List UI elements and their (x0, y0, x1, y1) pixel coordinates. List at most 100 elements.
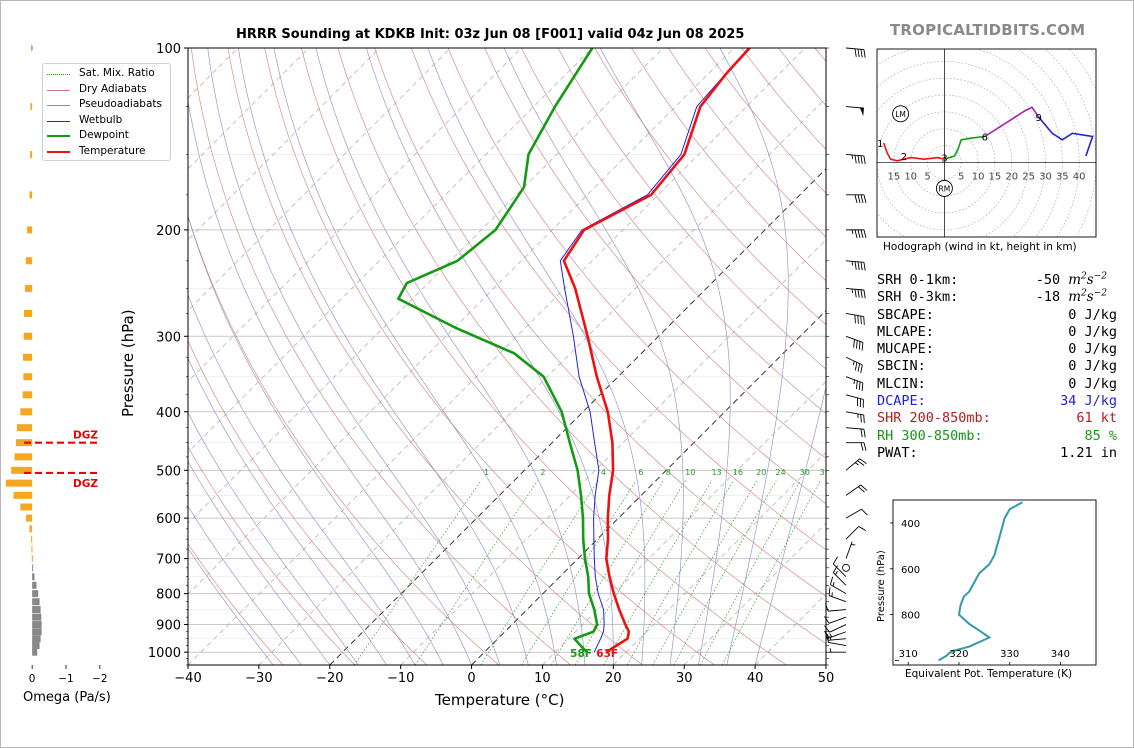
barb-full (858, 526, 867, 532)
wind-barb (845, 427, 866, 438)
mixing-ratio-line (574, 480, 686, 665)
omega-tick-label: −1 (58, 673, 73, 685)
legend-item-pseudoadiabats: Pseudoadiabats (47, 98, 169, 113)
hodograph-ring-label: 25 (1022, 171, 1035, 182)
isotherm-line (188, 48, 806, 665)
stat-value: 0 J/kg (1068, 375, 1117, 392)
x-tick-label: −40 (174, 671, 201, 686)
omega-bar (27, 226, 33, 234)
mixing-ratio-label: 30 (800, 468, 810, 477)
omega-bar (30, 150, 33, 158)
stat-value: 0 J/kg (1068, 323, 1117, 340)
ept-plot-area (938, 501, 1023, 662)
y-tick-label: 800 (156, 588, 181, 603)
wind-barb (845, 153, 866, 165)
y-tick-label: 200 (156, 224, 181, 239)
stat-label: MLCAPE: (877, 323, 934, 340)
hodograph-ring-label: 5 (924, 171, 930, 182)
stat-value: 0 J/kg (1068, 341, 1117, 358)
stat-row: MLCIN: 0 J/kg (877, 376, 1117, 393)
stat-value: -50 m2s−2 (1035, 271, 1107, 288)
stat-row: MUCAPE: 0 J/kg (877, 341, 1117, 358)
omega-bar (32, 642, 40, 650)
mixing-ratio-line (699, 480, 801, 665)
omega-bar (22, 391, 33, 399)
barb-full (857, 48, 860, 58)
barb-full (860, 262, 863, 271)
mixing-ratio-label: 16 (733, 468, 743, 477)
calm-wind-circle (842, 563, 850, 572)
x-tick-label: 30 (676, 671, 693, 686)
barb-full (857, 229, 861, 238)
barb-full (857, 363, 861, 372)
pseudoadiabat-line (719, 48, 789, 665)
omega-bar (25, 284, 33, 292)
barb-full (854, 314, 856, 324)
hodograph-ring-label: 30 (1039, 171, 1052, 182)
barb-full (863, 429, 866, 438)
omega-bar (24, 309, 33, 317)
barb-full (857, 155, 860, 164)
dry-adiabat-line (447, 48, 826, 505)
dry-adiabat-line (188, 543, 284, 665)
wind-barb (845, 484, 868, 496)
barb-full (860, 442, 864, 451)
omega-bar (32, 590, 39, 598)
wind-barb (845, 508, 868, 519)
hodograph-ring-label: 15 (989, 171, 1002, 182)
y-tick-label: 400 (156, 406, 181, 421)
skewt-background-lines: 1 2 4 6 8 10 13 16 20 24 30 36 (188, 48, 826, 665)
storm-motion-label: RM (939, 184, 951, 193)
pseudoadiabat-line (188, 460, 331, 665)
isotherm-line (188, 48, 664, 524)
omega-bar (32, 598, 40, 606)
wind-barb (842, 563, 850, 572)
wind-barb (845, 47, 866, 58)
omega-bar (31, 44, 33, 52)
isotherm-line (542, 380, 826, 665)
pseudoadiabat-line (188, 99, 472, 665)
barb-full (857, 194, 861, 203)
barb-half (829, 648, 832, 653)
pseudoadiabat-line (366, 48, 614, 665)
y-tick-label: 900 (156, 619, 181, 634)
hodograph-ring-label: 10 (904, 171, 917, 182)
stat-value: 0 J/kg (1068, 306, 1117, 323)
omega-bar (32, 613, 42, 621)
y-tick-label: 300 (156, 330, 181, 345)
omega-bar (13, 491, 33, 499)
wind-barbs (824, 47, 868, 653)
temperature-profile-line (562, 48, 751, 654)
omega-bar (32, 621, 42, 629)
isotherm-line (613, 451, 826, 665)
hodograph-height-label: 1 (877, 139, 883, 150)
wind-barb (845, 526, 867, 540)
omega-bar (11, 466, 33, 474)
barb-full (860, 364, 863, 374)
mixing-ratio-line (626, 480, 734, 665)
isotherm-line (188, 48, 735, 595)
omega-bar (32, 628, 42, 636)
omega-bar (23, 373, 33, 381)
dry-adiabat-line (264, 48, 715, 665)
mixing-ratio-label: 6 (638, 468, 643, 477)
barb-full (863, 49, 866, 58)
pseudoadiabat-line (503, 48, 684, 665)
hodograph-ring-label: 10 (972, 171, 985, 182)
isotherm-line (258, 97, 826, 665)
skewt-legend: Sat. Mix. Ratio Dry Adiabats Pseudoadiab… (42, 63, 171, 161)
barb-half (851, 261, 854, 266)
stat-row: SRH 0-1km: -50 m2s−2 (877, 272, 1117, 289)
barb-half (854, 462, 859, 466)
omega-bar (29, 525, 33, 533)
dry-adiabat-line (190, 48, 571, 665)
omega-bar (5, 479, 33, 487)
dry-adiabat-line (227, 48, 643, 665)
stat-row: RH 300-850mb: 85 % (877, 428, 1117, 445)
dry-adiabat-line (557, 48, 826, 370)
stat-row: SRH 0-3km: -18 m2s−2 (877, 289, 1117, 306)
ept-panel: 310 320 330 340 400 600 800 (890, 499, 1097, 666)
barb-half (832, 582, 835, 587)
